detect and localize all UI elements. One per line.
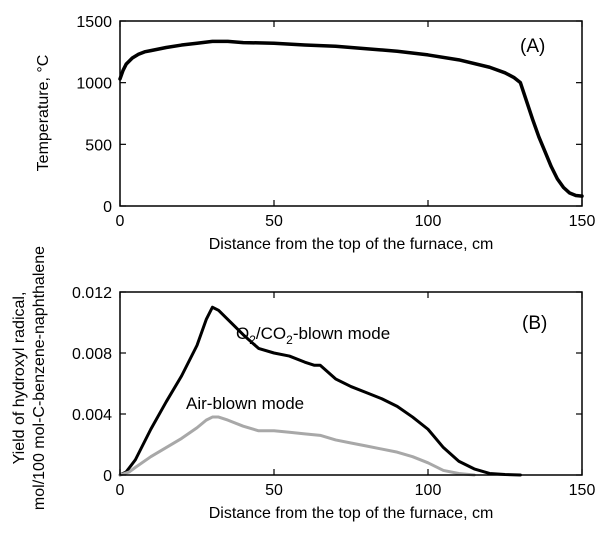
panel-a-x-tick-label: 50 (265, 213, 283, 230)
panel-b-x-tick-label: 0 (116, 482, 125, 499)
panel-a-y-tick-label: 1000 (76, 76, 112, 93)
panel-a-y-tick-label: 500 (85, 137, 112, 154)
series-label-o2-co2-sub1: 2 (249, 333, 256, 347)
panel-b-y-tick-label: 0.012 (72, 285, 112, 302)
panel-b-y-tick-label: 0.008 (72, 346, 112, 363)
series-label-o2-co2-mid: /CO (256, 324, 286, 343)
panel-b-y-axis-title-line2: mol/100 mol-C-benzene-naphthalene (31, 246, 48, 510)
series-label-o2-co2: O2/CO2-blown mode (236, 324, 390, 347)
panel-b-series-line-0 (118, 305, 522, 477)
panel-a-x-tick-label: 0 (116, 213, 125, 230)
series-label-o2-co2-tail: -blown mode (293, 324, 390, 343)
panel-b-y-tick-label: 0 (103, 468, 112, 485)
panel-a-x-tick-label: 150 (569, 213, 596, 230)
panel-a-plot-frame (119, 20, 583, 207)
panel-a-series-layer (118, 39, 584, 198)
panel-a-series-line-0 (118, 39, 584, 198)
panel-a-y-axis-title: Temperature, °C (35, 55, 52, 172)
panel-b-x-tick-label: 100 (415, 482, 442, 499)
panel-a-tag: (A) (520, 36, 545, 57)
panel-a-y-tick-label: 0 (103, 199, 112, 216)
panel-b-tag: (B) (522, 313, 547, 334)
panel-b-ticks: 0 50 100 150 0 0.004 0.008 0.012 (72, 285, 595, 499)
panel-a-y-tick-label: 1500 (76, 14, 112, 31)
panel-b-plot-frame (119, 291, 583, 476)
panel-b-x-tick-label: 150 (569, 482, 596, 499)
series-label-o2-co2-sub2: 2 (286, 333, 293, 347)
panel-a-x-tick-label: 100 (415, 213, 442, 230)
panel-b-series-line-1 (118, 415, 476, 477)
series-label-air-blown: Air-blown mode (186, 394, 304, 413)
panel-b-y-axis-title-line1: Yield of hydroxyl radical, (11, 292, 28, 465)
panel-b-series-layer (118, 305, 522, 477)
panel-b-x-tick-label: 50 (265, 482, 283, 499)
panel-b-x-axis-title: Distance from the top of the furnace, cm (209, 505, 494, 522)
series-label-o2-co2-main: O (236, 324, 249, 343)
panel-b-y-tick-label: 0.004 (72, 407, 112, 424)
panel-a-x-axis-title: Distance from the top of the furnace, cm (209, 236, 494, 253)
panel-b: 0 50 100 150 0 0.004 0.008 0.012 Distance from … (11, 246, 595, 522)
